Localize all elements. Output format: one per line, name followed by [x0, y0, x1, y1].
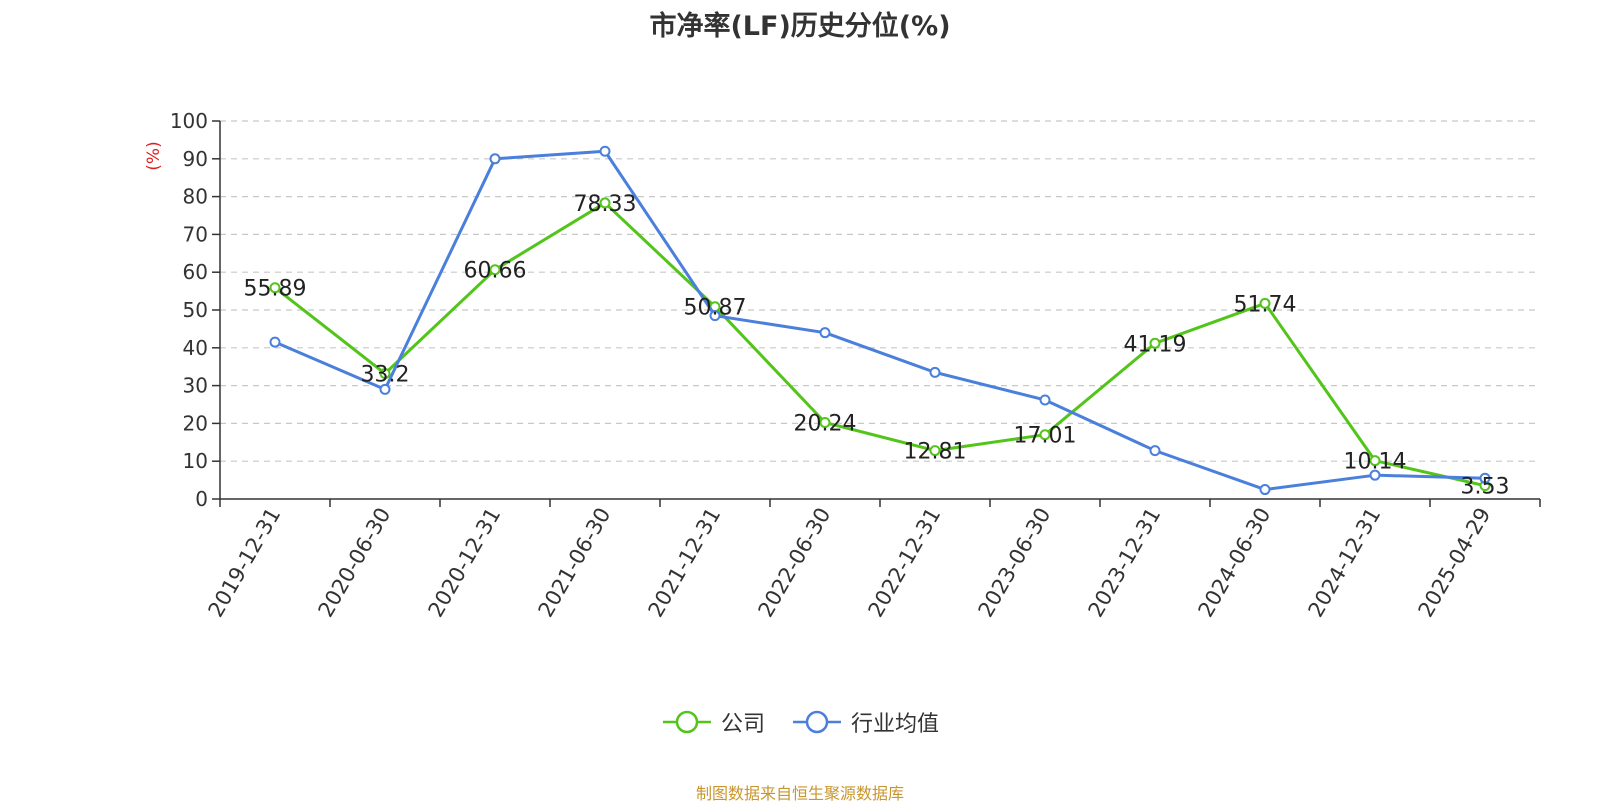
series — [269, 145, 1491, 496]
x-tick-label: 2023-12-31 — [1084, 504, 1166, 622]
y-tick-label: 40 — [183, 336, 208, 360]
data-label: 12.81 — [904, 440, 967, 465]
legend-item-industry[interactable]: 行业均值 — [791, 706, 939, 738]
x-tick-label: 2024-06-30 — [1194, 504, 1276, 622]
chart-title: 市净率(LF)历史分位(%) — [649, 11, 951, 42]
x-tick-label: 2021-12-31 — [644, 504, 726, 622]
data-label: 20.24 — [794, 411, 857, 436]
data-label: 41.19 — [1124, 332, 1187, 357]
y-tick-label: 80 — [183, 185, 208, 209]
y-tick-label: 100 — [170, 109, 208, 133]
data-label: 50.87 — [684, 296, 747, 321]
data-point-0 — [929, 445, 941, 457]
x-tick-label: 2021-06-30 — [534, 504, 616, 622]
data-point-1 — [269, 336, 281, 348]
data-point-1 — [1259, 484, 1271, 496]
y-tick-label: 30 — [183, 374, 208, 398]
data-point-1 — [819, 327, 831, 339]
data-point-1 — [1479, 472, 1491, 484]
data-label: 33.2 — [361, 363, 410, 388]
y-tick-label: 20 — [183, 411, 208, 435]
x-tick-label: 2024-12-31 — [1304, 504, 1386, 622]
x-tick-label: 2020-06-30 — [314, 504, 396, 622]
data-point-1 — [599, 145, 611, 157]
series-line-0 — [274, 201, 1486, 488]
data-label: 51.74 — [1234, 292, 1297, 317]
data-label: 3.53 — [1461, 475, 1510, 500]
x-tick-label: 2020-12-31 — [424, 504, 506, 622]
data-point-1 — [489, 153, 501, 165]
series-line-1 — [274, 149, 1486, 492]
legend-industry-line-icon — [793, 710, 841, 734]
y-tick-label: 10 — [183, 449, 208, 473]
y-tick-label: 60 — [183, 260, 208, 284]
x-tick-label: 2022-12-31 — [864, 504, 946, 622]
data-point-1 — [929, 366, 941, 378]
data-point-0 — [1149, 337, 1161, 349]
data-point-0 — [819, 416, 831, 428]
data-point-0 — [489, 264, 501, 276]
data-point-1 — [1039, 394, 1051, 406]
source-note: 制图数据来自恒生聚源数据库 — [695, 784, 904, 803]
legend: 公司 行业均值 — [0, 706, 1600, 738]
data-point-0 — [1369, 455, 1381, 467]
x-tick-label: 2019-12-31 — [204, 504, 286, 622]
data-label: 17.01 — [1014, 424, 1077, 449]
data-point-0 — [269, 282, 281, 294]
y-tick-label: 0 — [195, 487, 208, 511]
grid-lines — [220, 120, 1540, 462]
legend-label-industry: 行业均值 — [851, 712, 940, 737]
data-point-1 — [379, 383, 391, 395]
data-label: 55.89 — [244, 277, 307, 302]
x-tick-label: 2025-04-29 — [1414, 504, 1496, 622]
data-point-1 — [1149, 445, 1161, 457]
y-tick-label: 50 — [183, 298, 208, 322]
y-tick-label: 70 — [183, 222, 208, 246]
data-point-1 — [1369, 469, 1381, 481]
data-label: 78.33 — [574, 192, 637, 217]
x-tick-label: 2023-06-30 — [974, 504, 1056, 622]
line-chart: 0 10 20 30 40 50 60 70 80 90 100 2019-12-31 2020-06-… — [144, 109, 1541, 622]
y-tick-label: 90 — [183, 147, 208, 171]
data-label: 60.66 — [464, 259, 527, 284]
legend-item-company[interactable]: 公司 — [661, 706, 765, 738]
data-label: 10.14 — [1344, 450, 1407, 475]
data-labels: 55.89 33.2 60.66 78.33 50.87 20.24 12.81 17.01 4… — [244, 192, 1510, 500]
data-point-1 — [709, 310, 721, 322]
data-point-0 — [1039, 429, 1051, 441]
data-point-0 — [379, 368, 391, 380]
legend-label-company: 公司 — [720, 712, 765, 737]
data-point-0 — [1259, 297, 1271, 309]
legend-company-line-icon — [662, 710, 711, 734]
data-point-0 — [599, 197, 611, 209]
x-tick-label: 2022-06-30 — [754, 504, 836, 622]
y-axis-label: (%) — [144, 141, 164, 170]
